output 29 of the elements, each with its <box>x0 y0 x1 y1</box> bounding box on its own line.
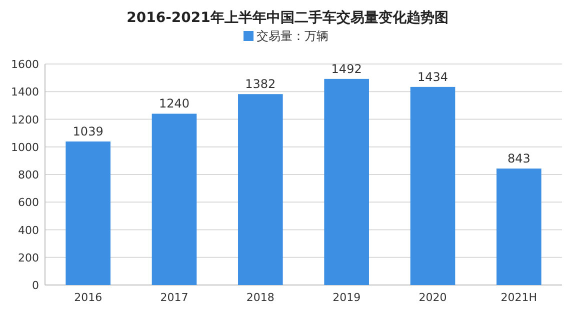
x-tick-label: 2020 <box>418 291 447 304</box>
bar <box>66 141 110 285</box>
bar <box>324 78 369 285</box>
y-tick-label: 400 <box>18 224 39 237</box>
x-tick-label: 2016 <box>74 291 102 304</box>
y-tick-label: 1000 <box>11 140 39 154</box>
y-tick-label: 1600 <box>11 58 39 71</box>
y-tick-label: 800 <box>18 168 39 182</box>
data-label: 843 <box>507 152 530 166</box>
x-tick-label: 2017 <box>160 291 188 304</box>
bar <box>410 86 456 285</box>
chart-title: 2016-2021年上半年中国二手车交易量变化趋势图 <box>126 9 448 26</box>
x-tick-label: 2021H <box>500 291 538 304</box>
y-tick-label: 600 <box>18 196 39 210</box>
y-tick-label: 1400 <box>11 86 39 99</box>
bar <box>152 114 197 285</box>
x-tick-label: 2018 <box>246 291 274 304</box>
data-label: 1382 <box>245 77 276 92</box>
y-tick-label: 0 <box>32 279 39 292</box>
data-label: 1240 <box>158 96 190 111</box>
y-tick-label: 200 <box>18 251 39 264</box>
data-label: 1434 <box>417 70 448 84</box>
y-tick-label: 1200 <box>11 113 39 126</box>
bar <box>496 168 542 285</box>
legend-label: 交易量：万辆 <box>256 29 328 43</box>
x-tick-label: 2019 <box>332 291 361 304</box>
bar <box>238 94 283 285</box>
data-label: 1492 <box>331 62 362 76</box>
data-label: 1039 <box>72 124 104 138</box>
